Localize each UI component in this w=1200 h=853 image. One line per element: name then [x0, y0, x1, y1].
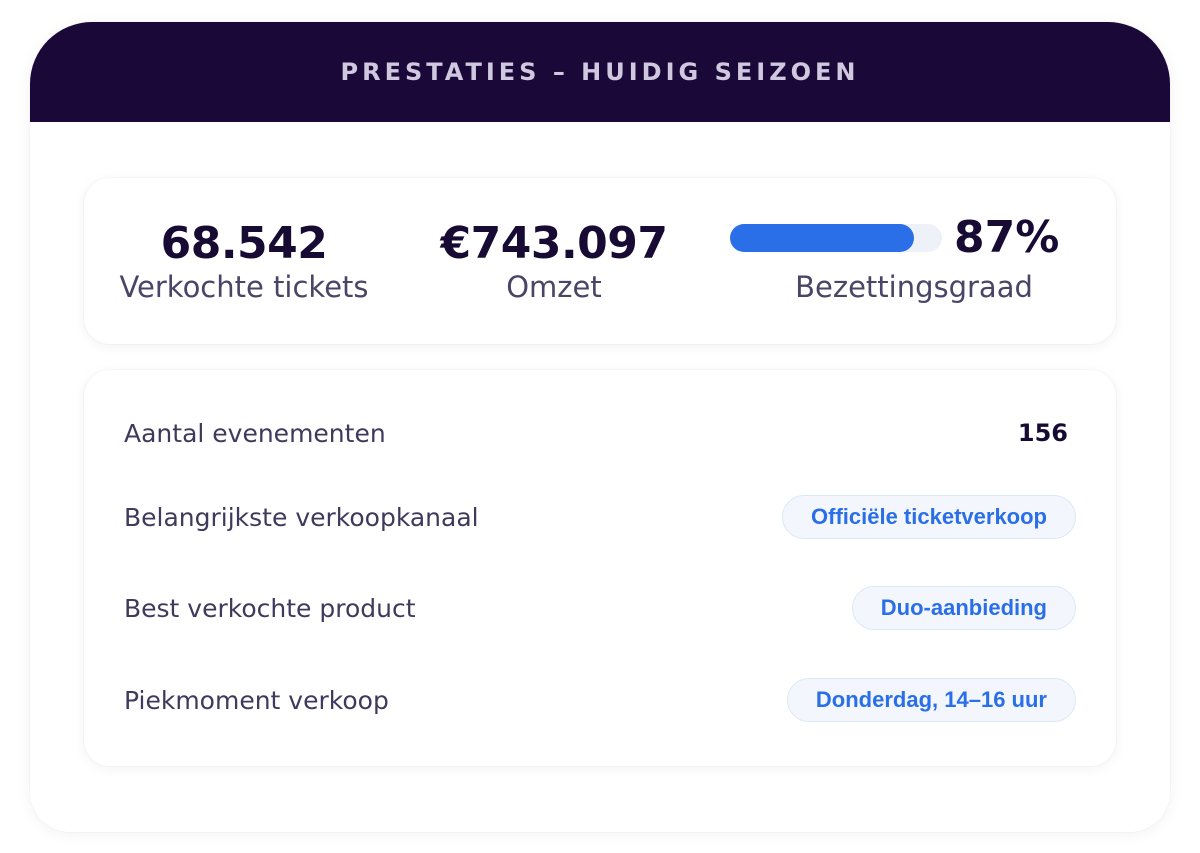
detail-row-channel: Belangrijkste verkoopkanaal Officiële ti… — [124, 492, 1076, 542]
header-title: PRESTATIES – HUIDIG SEIZOEN — [340, 58, 860, 86]
occupancy-label: Bezettingsgraad — [795, 270, 1033, 304]
peak-time-label: Piekmoment verkoop — [124, 685, 389, 715]
detail-row-peak: Piekmoment verkoop Donderdag, 14–16 uur — [124, 675, 1076, 725]
detail-row-product: Best verkochte product Duo-aanbieding — [124, 583, 1076, 633]
stat-tickets-sold: 68.542 Verkochte tickets — [94, 178, 394, 344]
detail-row-events: Aantal evenementen 156 — [124, 408, 1076, 458]
occupancy-progress-bar — [730, 224, 942, 252]
stat-revenue: €743.097 Omzet — [404, 178, 704, 344]
tickets-sold-value: 68.542 — [160, 218, 328, 269]
events-count-label: Aantal evenementen — [124, 418, 386, 448]
sales-channel-label: Belangrijkste verkoopkanaal — [124, 502, 479, 532]
tickets-sold-label: Verkochte tickets — [119, 270, 369, 304]
top-product-badge: Duo-aanbieding — [851, 586, 1076, 630]
occupancy-value: 87% — [954, 212, 1060, 263]
top-product-label: Best verkochte product — [124, 593, 416, 623]
events-count-value: 156 — [1017, 419, 1068, 447]
card-header: PRESTATIES – HUIDIG SEIZOEN — [30, 22, 1170, 122]
stats-panel: 68.542 Verkochte tickets €743.097 Omzet … — [84, 178, 1116, 344]
stat-occupancy: 87% Bezettingsgraad — [704, 178, 1104, 344]
peak-time-badge: Donderdag, 14–16 uur — [786, 678, 1076, 722]
details-panel: Aantal evenementen 156 Belangrijkste ver… — [84, 370, 1116, 766]
occupancy-progress-fill — [730, 224, 915, 252]
revenue-label: Omzet — [506, 270, 602, 304]
sales-channel-badge: Officiële ticketverkoop — [782, 495, 1076, 539]
season-performance-card: PRESTATIES – HUIDIG SEIZOEN 68.542 Verko… — [30, 22, 1170, 832]
revenue-value: €743.097 — [440, 218, 668, 269]
